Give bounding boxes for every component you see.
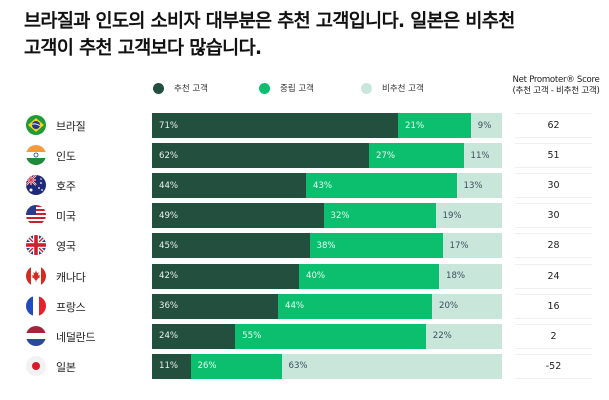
passive-segment: 21% — [398, 113, 471, 138]
stacked-bar: 42% 40% 18% — [152, 263, 502, 289]
chart-row: 프랑스 36% 44% 20% 16 — [0, 293, 609, 319]
country-label: 영국 — [56, 240, 76, 254]
chart-row: 일본 11% 26% 63% -52 — [0, 353, 609, 379]
nps-header-title: Net Promoter® Score — [512, 75, 600, 85]
chart-row: 호주 44% 43% 13% 30 — [0, 173, 609, 199]
legend-item-detractor: 비추천 고객 — [361, 82, 424, 94]
nps-score: 16 — [515, 293, 592, 319]
legend-label-passive: 중립 고객 — [280, 84, 314, 94]
promoter-segment: 24% — [152, 323, 236, 349]
legend-item-passive: 중립 고객 — [259, 82, 314, 94]
chart-title-line-1: 브라질과 인도의 소비자 대부분은 추천 고객입니다. 일본은 비추천 — [24, 11, 515, 32]
nps-score: 51 — [515, 143, 592, 169]
stacked-bar: 11% 26% 63% — [152, 353, 502, 379]
legend-label-detractor: 비추천 고객 — [382, 84, 424, 94]
nps-score: 24 — [515, 263, 592, 289]
detractor-segment: 63% — [281, 353, 502, 379]
promoter-segment: 11% — [152, 353, 191, 379]
detractor-segment: 19% — [435, 203, 502, 229]
promoter-segment: 49% — [152, 203, 324, 229]
australia-flag-icon — [26, 175, 46, 196]
passive-dot-icon — [259, 82, 270, 94]
detractor-dot-icon — [361, 82, 372, 94]
detractor-segment: 13% — [456, 173, 502, 199]
passive-segment: 26% — [190, 353, 282, 379]
country-label: 호주 — [56, 180, 76, 194]
nps-score: 28 — [515, 233, 592, 259]
uk-flag-icon — [26, 235, 46, 256]
legend-label-promoter: 추천 고객 — [174, 84, 208, 94]
nps-score: -52 — [515, 353, 592, 379]
india-flag-icon — [26, 145, 46, 166]
promoter-segment: 44% — [152, 173, 306, 199]
chart-row: 인도 62% 27% 11% 51 — [0, 143, 609, 169]
usa-flag-icon — [26, 205, 46, 226]
promoter-segment: 45% — [152, 233, 310, 259]
passive-segment: 43% — [306, 173, 457, 199]
detractor-segment: 18% — [439, 263, 502, 289]
nps-score: 30 — [515, 203, 592, 229]
chart-row: 네덜란드 24% 55% 22% 2 — [0, 323, 609, 349]
detractor-segment: 20% — [432, 293, 502, 319]
country-label: 캐나다 — [56, 270, 86, 284]
promoter-dot-icon — [153, 82, 164, 94]
promoter-segment: 62% — [152, 143, 369, 169]
detractor-segment: 11% — [463, 143, 502, 169]
country-label: 프랑스 — [56, 300, 86, 314]
promoter-segment: 71% — [152, 113, 399, 138]
stacked-bar: 24% 55% 22% — [152, 323, 502, 349]
promoter-segment: 42% — [152, 263, 299, 289]
chart-title: 브라질과 인도의 소비자 대부분은 추천 고객입니다. 일본은 비추천 고객이 … — [24, 8, 594, 62]
nps-column-header: Net Promoter® Score (추천 고객 - 비추천 고객) — [506, 75, 606, 97]
promoter-segment: 36% — [152, 293, 278, 319]
stacked-bar: 36% 44% 20% — [152, 293, 502, 319]
passive-segment: 55% — [235, 323, 426, 349]
passive-segment: 32% — [323, 203, 436, 229]
nps-score: 62 — [515, 113, 592, 138]
france-flag-icon — [26, 295, 46, 316]
detractor-segment: 22% — [425, 323, 502, 349]
stacked-bar: 62% 27% 11% — [152, 143, 502, 169]
chart-row: 영국 45% 38% 17% 28 — [0, 233, 609, 259]
chart-row: 캐나다 42% 40% 18% 24 — [0, 263, 609, 289]
nps-score: 2 — [515, 323, 592, 349]
detractor-segment: 17% — [442, 233, 502, 259]
netherlands-flag-icon — [26, 325, 46, 346]
chart-title-line-2: 고객이 추천 고객보다 많습니다. — [24, 38, 262, 59]
country-label: 인도 — [56, 150, 76, 164]
stacked-bar: 45% 38% 17% — [152, 233, 502, 259]
passive-segment: 27% — [369, 143, 464, 169]
chart-row: 미국 49% 32% 19% 30 — [0, 203, 609, 229]
stacked-bar: 49% 32% 19% — [152, 203, 502, 229]
detractor-segment: 9% — [470, 113, 502, 138]
stacked-bar: 71% 21% 9% — [152, 113, 502, 138]
nps-header-formula: (추천 고객 - 비추천 고객) — [512, 86, 600, 96]
japan-flag-icon — [26, 355, 46, 376]
country-label: 미국 — [56, 210, 76, 224]
passive-segment: 40% — [299, 263, 439, 289]
chart-row: 브라질 71% 21% 9% 62 — [0, 113, 609, 138]
country-label: 브라질 — [56, 120, 86, 133]
country-label: 네덜란드 — [56, 330, 96, 344]
stacked-bar: 44% 43% 13% — [152, 173, 502, 199]
nps-score: 30 — [515, 173, 592, 199]
legend-item-promoter: 추천 고객 — [153, 82, 208, 94]
country-label: 일본 — [56, 360, 76, 374]
passive-segment: 44% — [278, 293, 432, 319]
passive-segment: 38% — [309, 233, 443, 259]
canada-flag-icon — [26, 265, 46, 286]
brazil-flag-icon — [26, 115, 46, 135]
